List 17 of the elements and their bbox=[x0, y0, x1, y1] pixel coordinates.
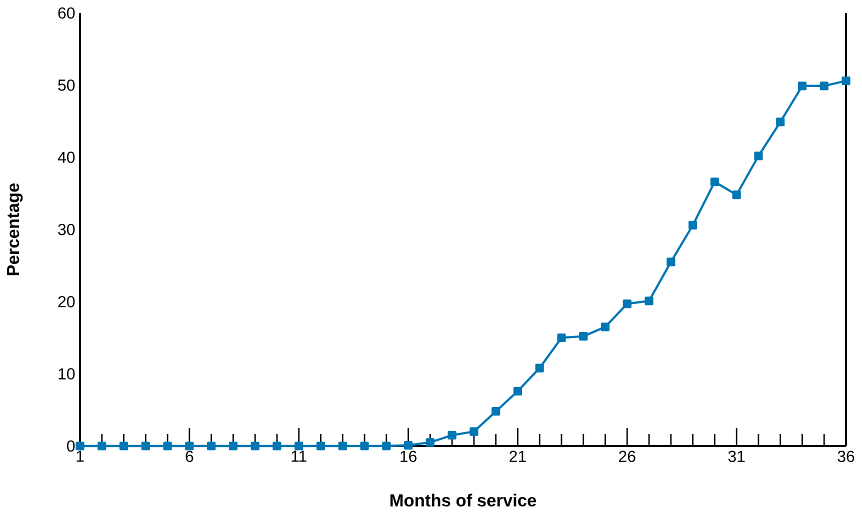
y-tick-label: 10 bbox=[58, 368, 75, 380]
x-axis-title: Months of service bbox=[390, 494, 536, 506]
x-tick-label: 6 bbox=[186, 450, 194, 462]
y-tick-label: 40 bbox=[58, 152, 75, 163]
x-tick-label: 31 bbox=[728, 450, 745, 462]
y-tick-label: 60 bbox=[58, 7, 75, 19]
y-tick-label: 30 bbox=[58, 224, 75, 236]
y-tick-label: 0 bbox=[67, 440, 75, 452]
y-tick-label: 50 bbox=[58, 80, 75, 91]
y-axis-title: Percentage bbox=[7, 183, 23, 276]
x-tick-label: 36 bbox=[838, 450, 854, 462]
x-tick-label: 21 bbox=[510, 450, 526, 462]
x-tick-label: 16 bbox=[400, 450, 416, 462]
x-tick-label: 11 bbox=[292, 450, 306, 462]
x-tick-label: 1 bbox=[76, 450, 84, 462]
x-tick-label: 26 bbox=[619, 450, 636, 462]
y-tick-label: 20 bbox=[58, 296, 75, 308]
